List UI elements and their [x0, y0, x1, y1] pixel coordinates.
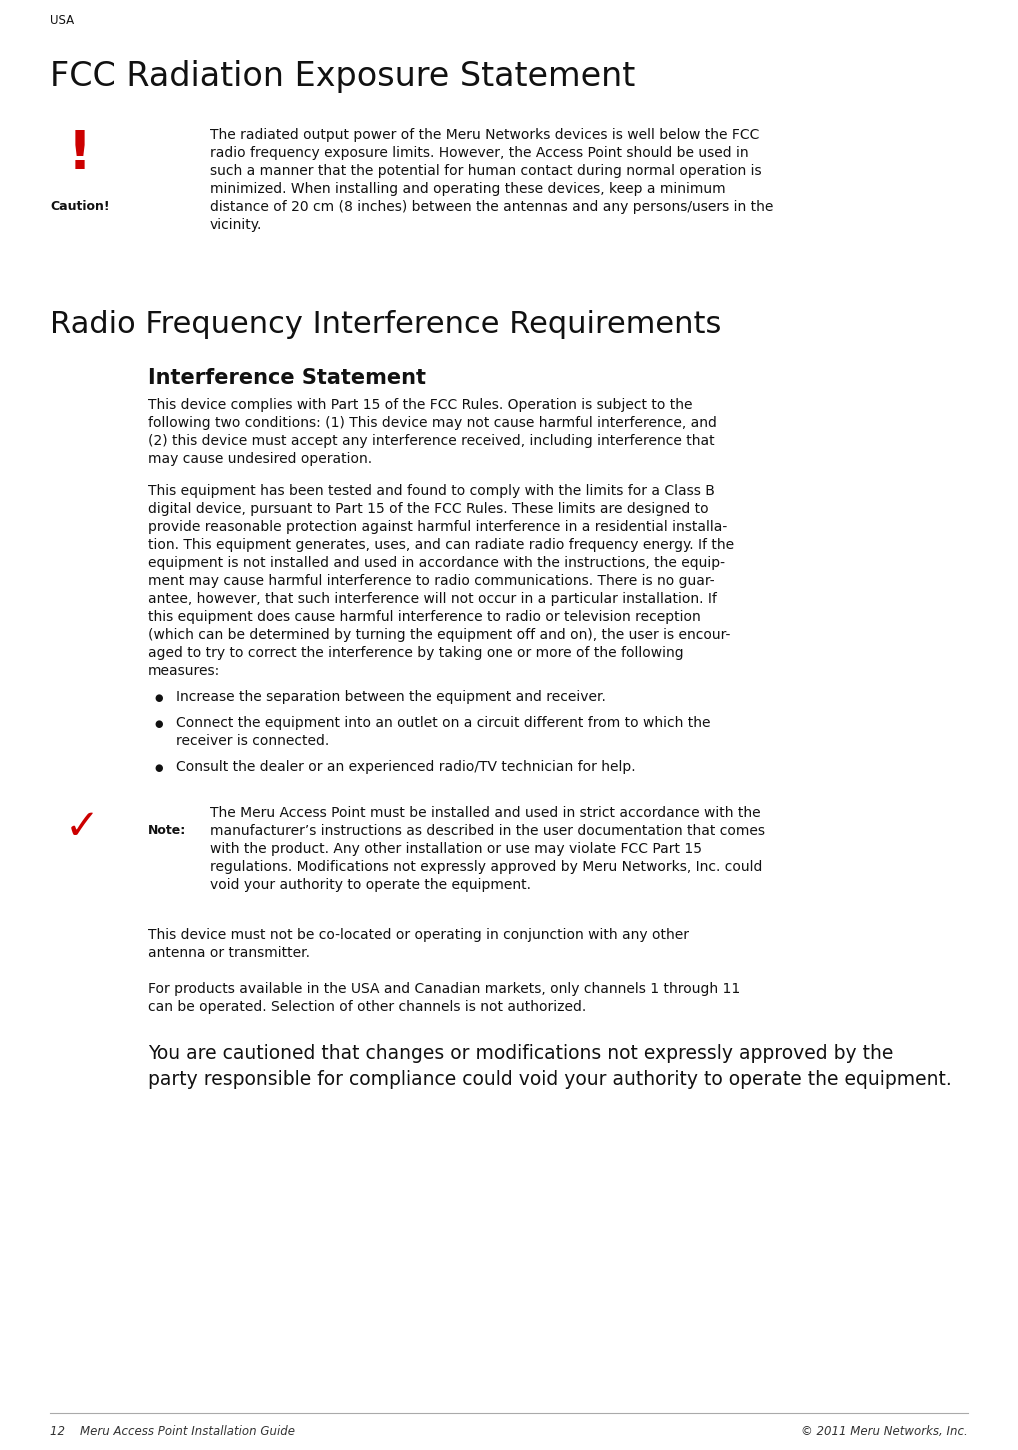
- Text: Increase the separation between the equipment and receiver.: Increase the separation between the equi…: [176, 690, 606, 705]
- Text: © 2011 Meru Networks, Inc.: © 2011 Meru Networks, Inc.: [801, 1425, 968, 1438]
- Text: This equipment has been tested and found to comply with the limits for a Class B: This equipment has been tested and found…: [148, 484, 715, 497]
- Text: such a manner that the potential for human contact during normal operation is: such a manner that the potential for hum…: [210, 164, 761, 178]
- Text: can be operated. Selection of other channels is not authorized.: can be operated. Selection of other chan…: [148, 1000, 586, 1014]
- Text: The radiated output power of the Meru Networks devices is well below the FCC: The radiated output power of the Meru Ne…: [210, 128, 759, 142]
- Text: distance of 20 cm (8 inches) between the antennas and any persons/users in the: distance of 20 cm (8 inches) between the…: [210, 200, 774, 215]
- Text: Caution!: Caution!: [50, 200, 110, 213]
- Text: following two conditions: (1) This device may not cause harmful interference, an: following two conditions: (1) This devic…: [148, 416, 717, 431]
- Text: with the product. Any other installation or use may violate FCC Part 15: with the product. Any other installation…: [210, 842, 702, 856]
- Text: may cause undesired operation.: may cause undesired operation.: [148, 452, 373, 465]
- Text: antenna or transmitter.: antenna or transmitter.: [148, 945, 310, 960]
- Text: tion. This equipment generates, uses, and can radiate radio frequency energy. If: tion. This equipment generates, uses, an…: [148, 538, 734, 552]
- Text: FCC Radiation Exposure Statement: FCC Radiation Exposure Statement: [50, 59, 635, 93]
- Text: radio frequency exposure limits. However, the Access Point should be used in: radio frequency exposure limits. However…: [210, 146, 748, 160]
- Text: Connect the equipment into an outlet on a circuit different from to which the: Connect the equipment into an outlet on …: [176, 716, 711, 729]
- Text: USA: USA: [50, 14, 74, 28]
- Text: The Meru Access Point must be installed and used in strict accordance with the: The Meru Access Point must be installed …: [210, 806, 760, 821]
- Text: Radio Frequency Interference Requirements: Radio Frequency Interference Requirement…: [50, 310, 722, 339]
- Text: ment may cause harmful interference to radio communications. There is no guar-: ment may cause harmful interference to r…: [148, 574, 715, 589]
- Text: vicinity.: vicinity.: [210, 218, 263, 232]
- Text: digital device, pursuant to Part 15 of the FCC Rules. These limits are designed : digital device, pursuant to Part 15 of t…: [148, 502, 709, 516]
- Text: ●: ●: [154, 693, 163, 703]
- Text: ✓: ✓: [64, 806, 100, 848]
- Text: minimized. When installing and operating these devices, keep a minimum: minimized. When installing and operating…: [210, 183, 726, 196]
- Text: !: !: [68, 128, 92, 180]
- Text: manufacturer’s instructions as described in the user documentation that comes: manufacturer’s instructions as described…: [210, 824, 765, 838]
- Text: This device must not be co-located or operating in conjunction with any other: This device must not be co-located or op…: [148, 928, 689, 942]
- Text: You are cautioned that changes or modifications not expressly approved by the: You are cautioned that changes or modifi…: [148, 1044, 894, 1063]
- Text: ●: ●: [154, 763, 163, 773]
- Text: (2) this device must accept any interference received, including interference th: (2) this device must accept any interfer…: [148, 434, 715, 448]
- Text: Interference Statement: Interference Statement: [148, 368, 426, 389]
- Text: regulations. Modifications not expressly approved by Meru Networks, Inc. could: regulations. Modifications not expressly…: [210, 860, 762, 874]
- Text: aged to try to correct the interference by taking one or more of the following: aged to try to correct the interference …: [148, 647, 684, 660]
- Text: 12    Meru Access Point Installation Guide: 12 Meru Access Point Installation Guide: [50, 1425, 295, 1438]
- Text: this equipment does cause harmful interference to radio or television reception: this equipment does cause harmful interf…: [148, 610, 700, 624]
- Text: (which can be determined by turning the equipment off and on), the user is encou: (which can be determined by turning the …: [148, 628, 730, 642]
- Text: This device complies with Part 15 of the FCC Rules. Operation is subject to the: This device complies with Part 15 of the…: [148, 397, 692, 412]
- Text: party responsible for compliance could void your authority to operate the equipm: party responsible for compliance could v…: [148, 1070, 952, 1089]
- Text: measures:: measures:: [148, 664, 220, 679]
- Text: void your authority to operate the equipment.: void your authority to operate the equip…: [210, 879, 531, 892]
- Text: receiver is connected.: receiver is connected.: [176, 734, 329, 748]
- Text: For products available in the USA and Canadian markets, only channels 1 through : For products available in the USA and Ca…: [148, 982, 740, 996]
- Text: equipment is not installed and used in accordance with the instructions, the equ: equipment is not installed and used in a…: [148, 555, 725, 570]
- Text: Consult the dealer or an experienced radio/TV technician for help.: Consult the dealer or an experienced rad…: [176, 760, 635, 774]
- Text: antee, however, that such interference will not occur in a particular installati: antee, however, that such interference w…: [148, 592, 717, 606]
- Text: Note:: Note:: [148, 824, 186, 837]
- Text: ●: ●: [154, 719, 163, 729]
- Text: provide reasonable protection against harmful interference in a residential inst: provide reasonable protection against ha…: [148, 521, 727, 534]
